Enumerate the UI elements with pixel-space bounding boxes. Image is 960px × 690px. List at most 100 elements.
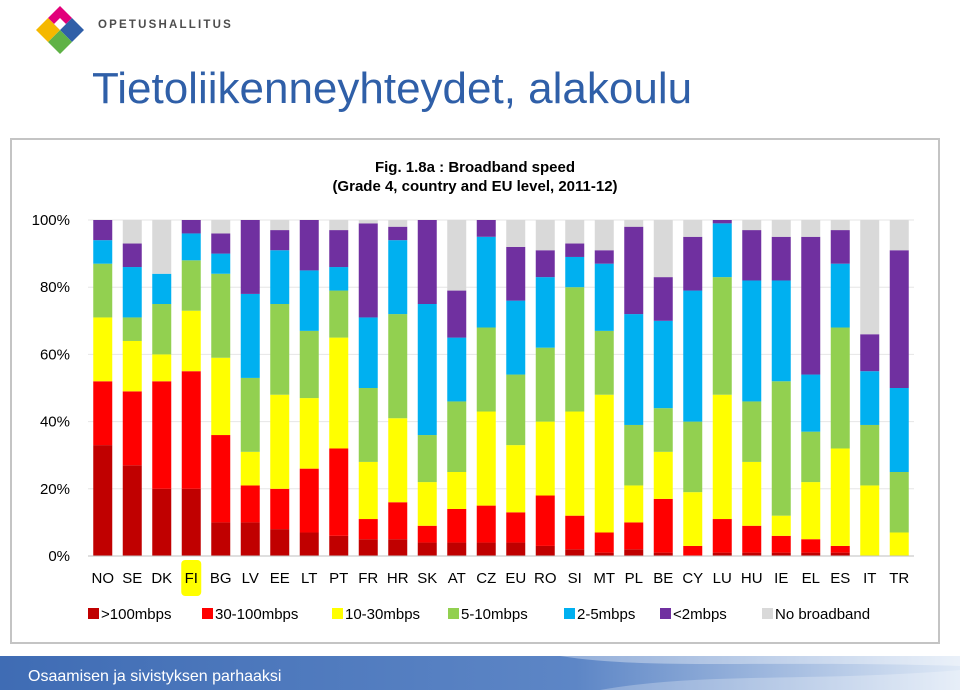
bar-segment-lv <box>240 522 260 556</box>
bar-segment-cy <box>683 220 703 237</box>
bar-segment-eu <box>506 542 526 556</box>
legend-swatch <box>202 608 213 619</box>
x-tick-label: SE <box>122 570 142 587</box>
bar-segment-tr <box>889 532 909 556</box>
bar-segment-eu <box>506 374 526 446</box>
bar-segment-it <box>860 485 880 556</box>
opetushallitus-logo <box>36 6 84 54</box>
bar-segment-es <box>830 230 850 264</box>
bar-segment-dk <box>152 354 172 382</box>
bar-segment-cz <box>476 542 496 556</box>
bar-segment-el <box>801 552 821 556</box>
bar-segment-eu <box>506 445 526 513</box>
bar-segment-ie <box>771 280 791 382</box>
bar-segment-es <box>830 327 850 449</box>
x-tick-label: NO <box>92 570 115 587</box>
footer-slogan: Osaamisen ja sivistyksen parhaaksi <box>28 668 282 685</box>
bar-segment-pl <box>624 226 644 315</box>
bar-segment-be <box>653 498 673 553</box>
bar-segment-si <box>565 243 585 257</box>
bar-segment-bg <box>211 253 231 274</box>
bar-segment-hr <box>388 240 408 315</box>
bar-segment-tr <box>889 388 909 472</box>
bar-segment-lu <box>712 552 732 556</box>
bar-segment-pl <box>624 314 644 425</box>
chart-title: Fig. 1.8a : Broadband speed <box>375 159 575 176</box>
bar-segment-hu <box>742 220 762 231</box>
y-tick-label: 0% <box>48 548 70 565</box>
legend-swatch <box>660 608 671 619</box>
bar-segment-no <box>93 263 113 318</box>
bar-segment-si <box>565 411 585 516</box>
bar-segment-at <box>447 472 467 509</box>
bar-segment-lt <box>299 532 319 556</box>
x-tick-label: MT <box>593 570 615 587</box>
bar-segment-es <box>830 552 850 556</box>
bar-segment-lu <box>712 277 732 395</box>
bar-segment-no <box>93 220 113 241</box>
bar-segment-it <box>860 220 880 335</box>
bar-segment-pt <box>329 267 349 291</box>
bar-segment-hu <box>742 552 762 556</box>
bar-segment-cy <box>683 290 703 422</box>
bar-segment-ie <box>771 515 791 536</box>
bar-segment-cy <box>683 421 703 493</box>
bar-segment-hu <box>742 230 762 281</box>
bar-segment-ro <box>535 277 555 348</box>
bar-segment-fi <box>181 260 201 311</box>
bar-segment-mt <box>594 532 614 553</box>
legend-label: 2-5mbps <box>577 606 635 623</box>
bar-segment-fi <box>181 488 201 556</box>
bar-segment-se <box>122 317 142 341</box>
bar-segment-pt <box>329 230 349 268</box>
bar-segment-bg <box>211 435 231 523</box>
bar-segment-ie <box>771 236 791 281</box>
x-tick-label: PL <box>625 570 643 587</box>
bar-segment-pt <box>329 337 349 449</box>
bar-segment-dk <box>152 273 172 304</box>
bar-segment-ee <box>270 529 290 556</box>
bar-segment-at <box>447 337 467 402</box>
bar-segment-fi <box>181 233 201 261</box>
bar-segment-dk <box>152 488 172 556</box>
bar-segment-it <box>860 334 880 372</box>
bar-segment-si <box>565 549 585 556</box>
bar-segment-bg <box>211 220 231 234</box>
bar-segment-sk <box>417 482 437 526</box>
bar-segment-el <box>801 236 821 375</box>
bar-segment-cz <box>476 327 496 412</box>
bar-segment-fi <box>181 371 201 489</box>
bar-segment-el <box>801 539 821 553</box>
x-tick-label: LV <box>242 570 259 587</box>
bar-segment-ro <box>535 347 555 422</box>
bar-segment-se <box>122 220 142 244</box>
bar-segment-ro <box>535 421 555 496</box>
bar-segment-ro <box>535 495 555 546</box>
legend-label: 10-30mbps <box>345 606 420 623</box>
bar-segment-hr <box>388 539 408 556</box>
x-tick-label: ES <box>830 570 850 587</box>
bar-segment-eu <box>506 220 526 247</box>
bar-segment-fr <box>358 220 378 224</box>
bar-segment-hu <box>742 401 762 462</box>
bar-segment-no <box>93 381 113 446</box>
footer-bar <box>0 656 960 690</box>
bar-segment-fi <box>181 310 201 372</box>
bar-segment-ee <box>270 250 290 304</box>
bar-segment-dk <box>152 381 172 489</box>
bar-segment-tr <box>889 220 909 251</box>
broadband-chart: Fig. 1.8a : Broadband speed (Grade 4, co… <box>10 138 940 644</box>
bar-segment-ie <box>771 220 791 237</box>
bar-segment-sk <box>417 220 437 304</box>
bar-segment-eu <box>506 300 526 375</box>
bar-segment-si <box>565 256 585 288</box>
bar-segment-si <box>565 515 585 550</box>
y-tick-label: 60% <box>40 346 70 363</box>
bar-segment-ee <box>270 488 290 530</box>
x-tick-label: EL <box>802 570 820 587</box>
bar-segment-lt <box>299 220 319 271</box>
x-tick-label: SK <box>417 570 437 587</box>
x-tick-label: BG <box>210 570 232 587</box>
x-tick-label: EE <box>270 570 290 587</box>
x-tick-label: SI <box>568 570 582 587</box>
